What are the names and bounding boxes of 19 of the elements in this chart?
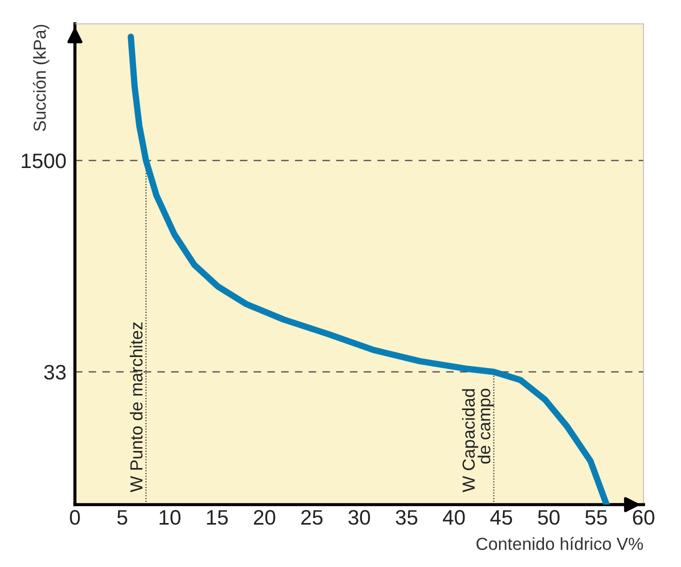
x-tick-label: 25 bbox=[301, 510, 323, 525]
x-tick-label: 45 bbox=[490, 510, 512, 525]
x-tick-label: 50 bbox=[538, 510, 560, 525]
x-tick-label: 15 bbox=[207, 510, 228, 525]
ref-line-label: W Punto de marchitez bbox=[130, 322, 143, 492]
x-axis-title: Contenido hídrico V% bbox=[476, 537, 643, 550]
x-tick-label: 55 bbox=[585, 510, 607, 525]
x-tick-label: 5 bbox=[117, 510, 128, 525]
y-tick-label: 33 bbox=[44, 364, 66, 380]
x-tick-label: 35 bbox=[396, 510, 418, 525]
ref-line-label: W Capacidad de campo bbox=[462, 388, 494, 492]
x-tick-label: 30 bbox=[348, 510, 370, 525]
x-tick-label: 20 bbox=[254, 510, 276, 525]
x-tick-label: 0 bbox=[70, 510, 80, 525]
x-tick-label: 40 bbox=[442, 510, 465, 525]
y-axis-title: Succión (kPa) bbox=[32, 24, 50, 132]
x-tick-label: 60 bbox=[633, 510, 654, 525]
y-tick-label: 1500 bbox=[22, 153, 66, 168]
x-tick-label: 10 bbox=[160, 510, 180, 525]
